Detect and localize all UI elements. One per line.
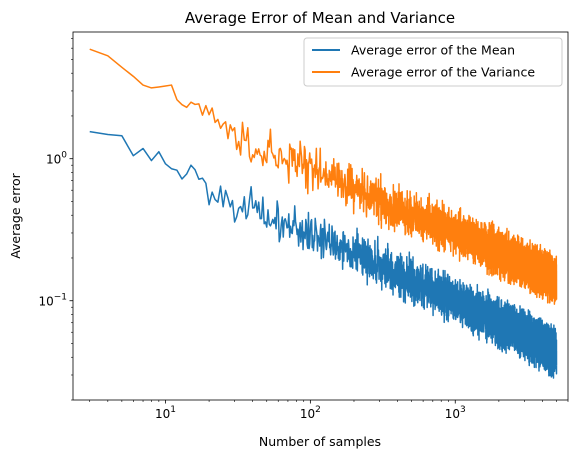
legend: Average error of the Mean Average error … — [303, 37, 563, 87]
y-tick-label: 100 — [46, 151, 67, 167]
legend-label-variance: Average error of the Variance — [351, 65, 535, 80]
legend-box — [303, 37, 563, 87]
x-tick-label: 101 — [155, 405, 176, 421]
y-axis-ticks: 10−1 100 — [38, 38, 73, 401]
legend-label-mean: Average error of the Mean — [351, 43, 515, 58]
x-axis-label: Number of samples — [259, 434, 381, 449]
plot-frame — [72, 31, 569, 401]
x-tick-label: 103 — [445, 405, 466, 421]
y-tick-label: 10−1 — [38, 293, 67, 309]
y-axis-label: Average error — [8, 172, 23, 258]
plot-lines — [89, 48, 558, 379]
x-tick-label: 102 — [300, 405, 321, 421]
x-axis-ticks: 101 102 103 — [89, 400, 569, 421]
series-line-variance — [89, 48, 558, 305]
series-line-mean — [89, 130, 558, 379]
chart-title: Average Error of Mean and Variance — [185, 9, 455, 27]
